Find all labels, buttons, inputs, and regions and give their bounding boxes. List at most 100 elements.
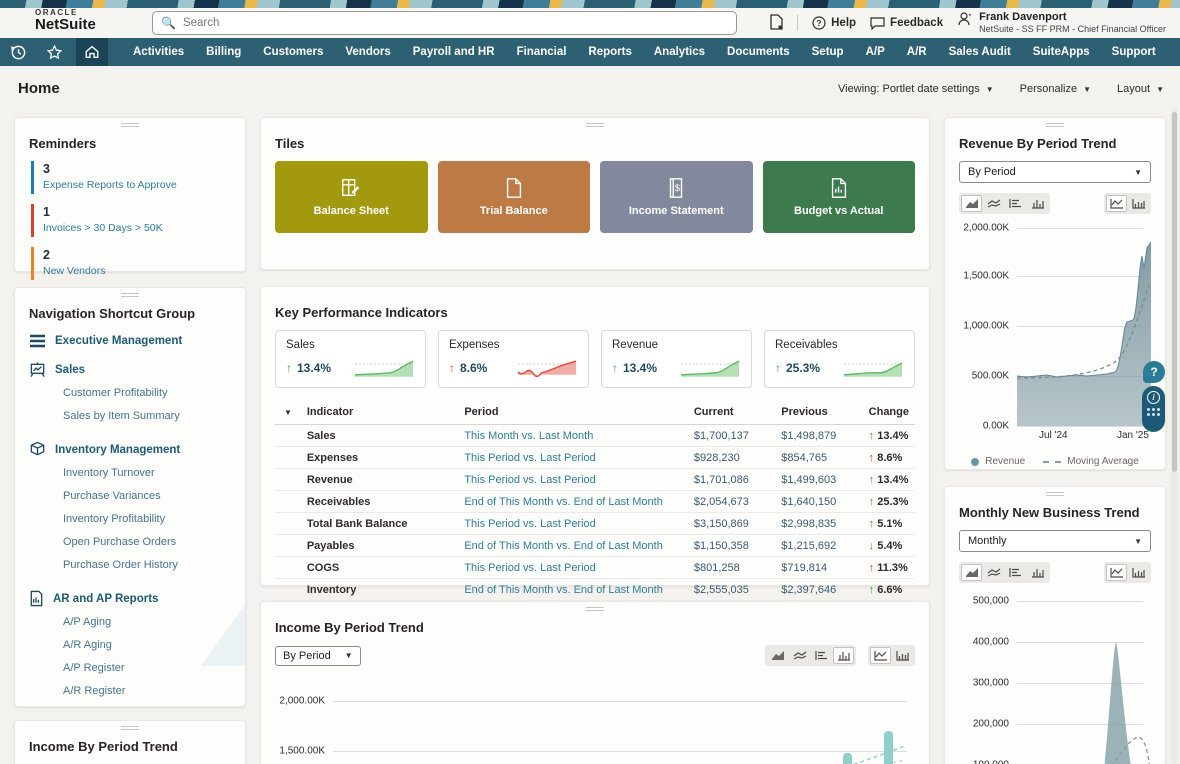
shortcuts-star-icon[interactable] (36, 38, 72, 66)
area-chart-icon[interactable] (961, 195, 982, 212)
reminder-expense-reports[interactable]: 3 Expense Reports to Approve (31, 161, 231, 194)
shortcut-link-ar-aging[interactable]: A/R Aging (63, 639, 112, 651)
help-bubble-button[interactable]: ? (1143, 361, 1165, 383)
stacked-line-chart-icon[interactable] (983, 195, 1004, 212)
monthly-dropdown[interactable]: Monthly ▼ (959, 530, 1151, 552)
line-chart-icon[interactable] (1106, 195, 1127, 212)
table-row[interactable]: Expenses This Period vs. Last Period $928,… (275, 446, 915, 469)
shortcut-group-sales[interactable]: Sales (29, 361, 231, 378)
nav-customers[interactable]: Customers (263, 46, 324, 58)
kpi-card-revenue[interactable]: Revenue 13.4% (601, 330, 752, 388)
nav-vendors[interactable]: Vendors (345, 46, 391, 58)
kpi-card-receivables[interactable]: Receivables 25.3% (764, 330, 915, 388)
shortcut-link-inventory-turnover[interactable]: Inventory Turnover (63, 467, 155, 479)
shortcut-link-purchase-order-history[interactable]: Purchase Order History (63, 559, 178, 571)
scrollbar-thumb[interactable] (1172, 112, 1177, 472)
table-row[interactable]: Total Bank Balance This Period vs. Last P… (275, 512, 915, 535)
column-chart-icon[interactable] (1027, 195, 1048, 212)
drag-handle[interactable] (121, 724, 139, 732)
nav-ar[interactable]: A/R (906, 46, 927, 58)
feedback-button[interactable]: Feedback (870, 16, 943, 30)
info-widget-button[interactable]: i (1142, 386, 1165, 432)
netsuite-logo[interactable]: ORACLE NetSuite (35, 9, 96, 33)
income-by-period-chart[interactable]: 2,000.00K 1,500.00K (275, 676, 915, 764)
nav-analytics[interactable]: Analytics (653, 46, 706, 58)
drag-handle[interactable] (586, 121, 604, 129)
home-tab[interactable] (76, 38, 108, 66)
stacked-line-chart-icon[interactable] (789, 647, 810, 664)
revenue-period-dropdown[interactable]: By Period ▼ (959, 161, 1151, 183)
shortcut-group-inventory-management[interactable]: Inventory Management (29, 441, 231, 458)
shortcut-link-sales-by-item-summary[interactable]: Sales by Item Summary (63, 410, 180, 422)
horizontal-bar-chart-icon[interactable] (1005, 564, 1026, 581)
area-chart-icon[interactable] (767, 647, 788, 664)
kpi-card-sales[interactable]: Sales 13.4% (275, 330, 426, 388)
horizontal-bar-chart-icon[interactable] (811, 647, 832, 664)
quick-note-icon[interactable] (769, 13, 783, 33)
table-row[interactable]: Payables End of This Month vs. End of Las… (275, 534, 915, 557)
drag-handle[interactable] (1046, 490, 1064, 498)
shortcut-group-executive-management[interactable]: Executive Management (29, 334, 231, 348)
shortcut-link-ap-register[interactable]: A/P Register (63, 662, 125, 674)
drag-handle[interactable] (1046, 121, 1064, 129)
shortcut-link-customer-profitability[interactable]: Customer Profitability (63, 387, 168, 399)
income-period-dropdown[interactable]: By Period ▼ (275, 645, 361, 666)
kpi-card-expenses[interactable]: Expenses 8.6% (438, 330, 589, 388)
nav-suiteapps[interactable]: SuiteApps (1032, 46, 1090, 58)
table-row[interactable]: Receivables End of This Month vs. End of … (275, 490, 915, 513)
line-chart-icon[interactable] (1106, 564, 1127, 581)
shortcut-link-open-purchase-orders[interactable]: Open Purchase Orders (63, 536, 177, 548)
nav-financial[interactable]: Financial (516, 46, 567, 58)
revenue-area-chart[interactable]: 2,000.00K 1,500.00K 1,000.00K 500.00K 0.… (959, 220, 1151, 448)
personalize-dropdown[interactable]: Personalize ▼ (1019, 83, 1092, 95)
area-chart-icon[interactable] (961, 564, 982, 581)
nav-sales-audit[interactable]: Sales Audit (948, 46, 1011, 58)
col-indicator[interactable]: Indicator (300, 402, 459, 425)
viewing-dropdown[interactable]: Viewing: Portlet date settings ▼ (838, 83, 994, 95)
tile-income-statement[interactable]: $ Income Statement (600, 161, 753, 233)
user-menu[interactable]: Frank Davenport NetSuite - SS FF PRM - C… (957, 11, 1166, 36)
col-period[interactable]: Period (458, 402, 688, 425)
nav-ap[interactable]: A/P (865, 46, 885, 58)
line-chart-icon[interactable] (870, 647, 891, 664)
nav-documents[interactable]: Documents (727, 46, 790, 58)
nav-support[interactable]: Support (1111, 46, 1156, 58)
shortcut-link-purchase-variances[interactable]: Purchase Variances (63, 490, 161, 502)
tile-budget-vs-actual[interactable]: Budget vs Actual (762, 161, 915, 233)
global-search[interactable]: 🔍 (152, 11, 737, 35)
shortcut-group-ar-ap-reports[interactable]: AR and AP Reports (29, 590, 231, 607)
shortcut-link-inventory-profitability[interactable]: Inventory Profitability (63, 513, 166, 525)
bar-chart-icon[interactable] (1128, 195, 1149, 212)
table-row[interactable]: COGS This Period vs. Last Period $801,258 $… (275, 556, 915, 579)
drag-handle[interactable] (586, 605, 604, 613)
bar-chart-icon[interactable] (1128, 564, 1149, 581)
nav-payroll-hr[interactable]: Payroll and HR (412, 46, 495, 58)
help-button[interactable]: ? Help (812, 16, 856, 30)
nav-billing[interactable]: Billing (206, 46, 242, 58)
monthly-new-business-chart[interactable]: 500,000 400,000 300,000 200,000 100,000 (959, 589, 1151, 764)
shortcut-link-ar-register[interactable]: A/R Register (63, 685, 126, 697)
nav-setup[interactable]: Setup (811, 46, 844, 58)
table-row[interactable]: Inventory End of This Month vs. End of La… (275, 578, 915, 601)
drag-handle[interactable] (121, 121, 139, 129)
layout-dropdown[interactable]: Layout ▼ (1117, 83, 1164, 95)
table-row[interactable]: Sales This Month vs. Last Month $1,700,137… (275, 424, 915, 447)
col-change[interactable]: Change (862, 402, 915, 425)
col-previous[interactable]: Previous (775, 402, 863, 425)
search-input[interactable] (182, 17, 728, 29)
column-chart-icon[interactable] (1027, 564, 1048, 581)
shortcut-link-ap-aging[interactable]: A/P Aging (63, 616, 112, 628)
drag-handle[interactable] (121, 291, 139, 299)
reminder-new-vendors[interactable]: 2 New Vendors (31, 247, 231, 280)
col-current[interactable]: Current (687, 402, 776, 425)
tile-balance-sheet[interactable]: Balance Sheet (275, 161, 428, 233)
recent-records-icon[interactable] (0, 38, 36, 66)
table-row[interactable]: Revenue This Period vs. Last Period $1,701… (275, 468, 915, 491)
stacked-line-chart-icon[interactable] (983, 564, 1004, 581)
bar-chart-icon[interactable] (892, 647, 913, 664)
horizontal-bar-chart-icon[interactable] (1005, 195, 1026, 212)
table-collapse-control[interactable]: ▼ (275, 402, 301, 425)
tile-trial-balance[interactable]: Trial Balance (437, 161, 590, 233)
reminder-invoices[interactable]: 1 Invoices > 30 Days > 50K (31, 204, 231, 237)
nav-activities[interactable]: Activities (133, 46, 185, 58)
